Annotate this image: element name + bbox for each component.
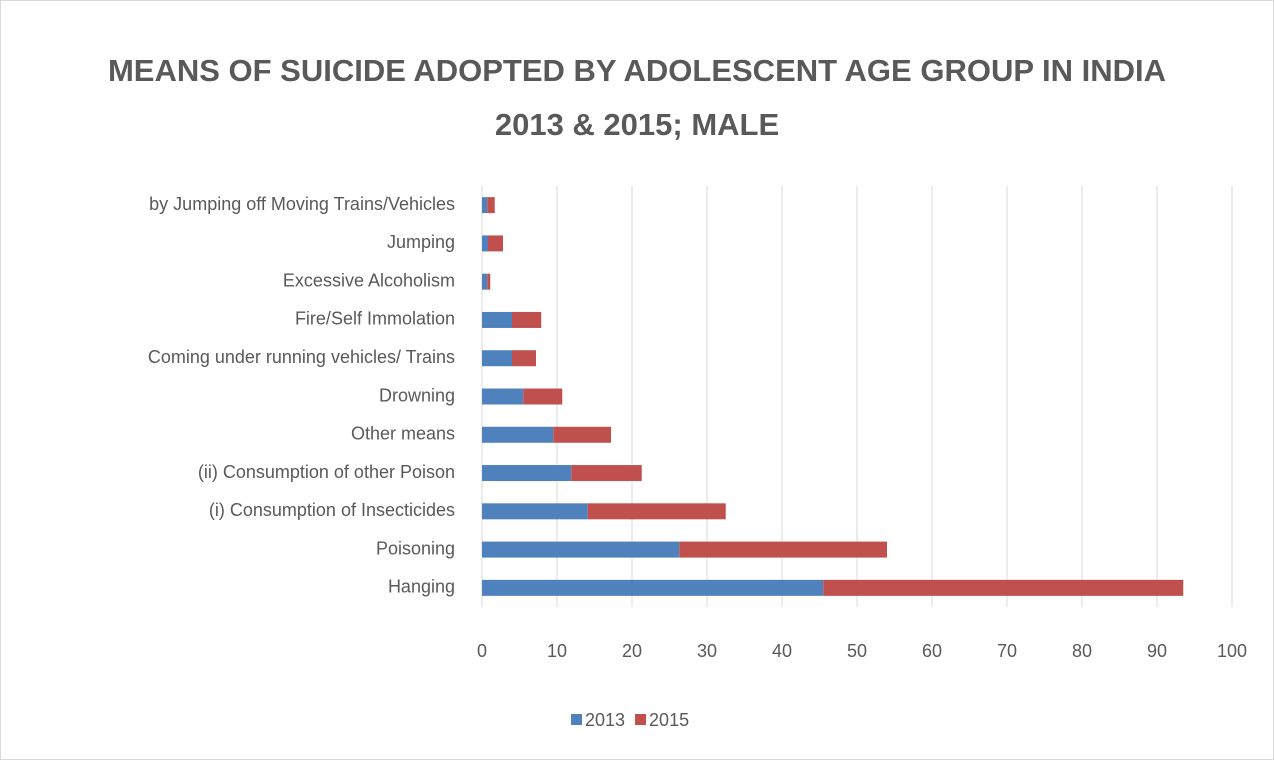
y-tick-label: (ii) Consumption of other Poison <box>198 462 455 482</box>
x-tick-label: 10 <box>547 641 567 661</box>
x-tick-label: 80 <box>1072 641 1092 661</box>
y-tick-label: Fire/Self Immolation <box>295 309 455 329</box>
x-tick-label: 90 <box>1147 641 1167 661</box>
y-tick-label: by Jumping off Moving Trains/Vehicles <box>149 194 455 214</box>
bar-segment <box>488 235 503 252</box>
bar-segment <box>482 273 488 290</box>
y-tick-label: (i) Consumption of Insecticides <box>209 500 455 520</box>
bar-segment <box>482 426 554 443</box>
bar-segment <box>512 350 536 367</box>
bar-segment <box>553 426 611 443</box>
bar-segment <box>571 465 642 482</box>
y-tick-label: Poisoning <box>376 538 455 558</box>
bar-segment <box>823 579 1184 596</box>
y-tick-label: Coming under running vehicles/ Trains <box>148 347 455 367</box>
bar-segment <box>482 388 524 405</box>
legend-label: 2015 <box>649 710 689 730</box>
chart-title: MEANS OF SUICIDE ADOPTED BY ADOLESCENT A… <box>107 53 1167 142</box>
x-tick-label: 50 <box>847 641 867 661</box>
y-tick-label: Excessive Alcoholism <box>283 270 455 290</box>
x-tick-label: 70 <box>997 641 1017 661</box>
x-tick-label: 60 <box>922 641 942 661</box>
bar-segment <box>482 503 588 520</box>
legend-swatch <box>571 714 582 725</box>
legend-label: 2013 <box>585 710 625 730</box>
bar-segment <box>482 465 572 482</box>
bar-segment <box>512 311 542 328</box>
bar-segment <box>487 273 491 290</box>
bar-segment <box>482 311 512 328</box>
bar-segment <box>482 197 488 214</box>
x-tick-label: 30 <box>697 641 717 661</box>
x-tick-label: 0 <box>477 641 487 661</box>
bar-segment <box>587 503 726 520</box>
y-tick-label: Hanging <box>388 577 455 597</box>
y-tick-label: Jumping <box>387 232 455 252</box>
x-tick-label: 40 <box>772 641 792 661</box>
bar-segment <box>679 541 887 558</box>
x-tick-label: 100 <box>1217 641 1247 661</box>
bar-segment <box>523 388 563 405</box>
bar-segment <box>482 579 824 596</box>
bar-segment <box>487 197 495 214</box>
x-tick-label: 20 <box>622 641 642 661</box>
bar-segment <box>482 235 488 252</box>
y-tick-label: Other means <box>351 424 455 444</box>
bar-segment <box>482 350 512 367</box>
y-tick-label: Drowning <box>379 385 455 405</box>
bar-segment <box>482 541 680 558</box>
legend-swatch <box>635 714 647 725</box>
